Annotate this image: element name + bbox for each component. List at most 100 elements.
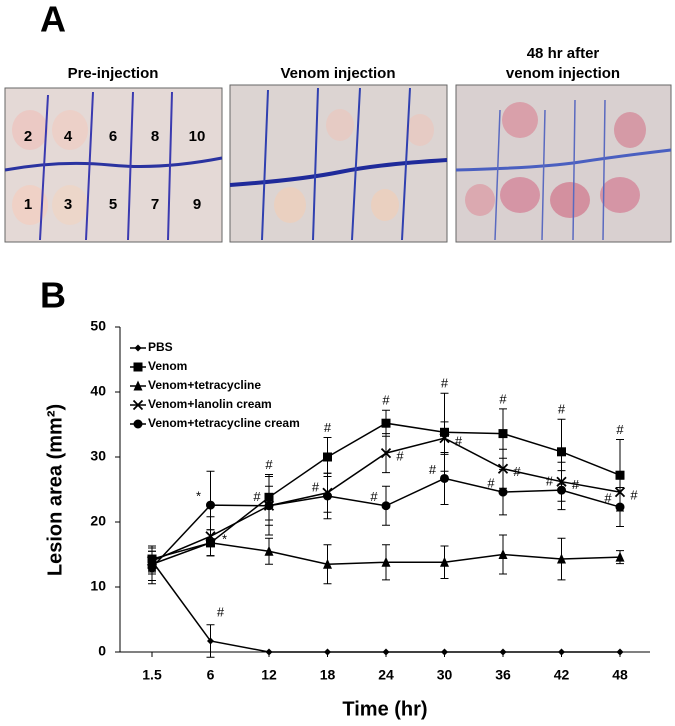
x-tick-label: 30 xyxy=(437,667,453,683)
photo xyxy=(229,84,448,243)
y-tick-label: 30 xyxy=(90,448,106,464)
data-point xyxy=(557,553,566,564)
panel-letter: A xyxy=(40,0,66,40)
site-number: 4 xyxy=(64,128,73,145)
data-point xyxy=(440,556,449,567)
significance-mark: # xyxy=(217,604,225,619)
legend-label: PBS xyxy=(148,340,173,354)
data-point xyxy=(206,500,215,510)
panel-letter: B xyxy=(40,275,66,316)
data-point xyxy=(440,473,449,483)
site-number: 6 xyxy=(109,128,117,145)
significance-mark: # xyxy=(455,434,463,449)
data-point xyxy=(381,501,391,511)
x-tick-label: 1.5 xyxy=(142,667,162,683)
data-point xyxy=(381,556,391,567)
site-number: 1 xyxy=(24,196,32,213)
data-point xyxy=(497,463,509,474)
data-point xyxy=(381,418,391,428)
data-point xyxy=(498,549,508,559)
x-tick-label: 24 xyxy=(378,667,394,683)
legend-label: Venom+lanolin cream xyxy=(148,397,272,411)
x-tick-label: 6 xyxy=(207,667,215,683)
site-number: 7 xyxy=(151,196,159,213)
legend-marker xyxy=(133,419,143,429)
y-tick-label: 0 xyxy=(98,643,106,659)
significance-mark: # xyxy=(604,490,612,505)
photo xyxy=(455,84,672,243)
data-point xyxy=(615,470,625,480)
data-point xyxy=(207,637,214,645)
legend-label: Venom+tetracycline xyxy=(148,378,261,392)
data-point xyxy=(147,563,157,572)
x-tick-label: 36 xyxy=(495,667,511,683)
data-point xyxy=(615,551,625,562)
data-point xyxy=(323,558,332,569)
site-number: 10 xyxy=(189,128,206,145)
photo-title: Pre-injection xyxy=(68,65,159,82)
x-tick-label: 18 xyxy=(320,667,336,683)
legend-marker xyxy=(132,399,144,411)
y-tick-label: 50 xyxy=(90,318,106,334)
x-tick-label: 12 xyxy=(261,667,277,683)
significance-mark: # xyxy=(265,457,273,472)
significance-mark: # xyxy=(499,391,507,406)
significance-mark: # xyxy=(312,479,320,494)
data-point xyxy=(558,648,565,656)
legend-label: Venom+tetracycline cream xyxy=(148,416,300,430)
data-point xyxy=(264,545,274,556)
photo-title: venom injection xyxy=(506,65,620,82)
significance-mark: # xyxy=(558,402,566,417)
significance-mark: # xyxy=(572,477,580,492)
significance-mark: * xyxy=(222,532,227,547)
data-point xyxy=(439,433,450,444)
legend-marker xyxy=(133,380,143,391)
y-tick-label: 40 xyxy=(90,383,106,399)
x-axis-label: Time (hr) xyxy=(342,698,427,720)
data-point xyxy=(380,447,392,459)
significance-mark: # xyxy=(370,489,378,504)
data-point xyxy=(615,502,625,512)
site-number: 8 xyxy=(151,128,159,145)
significance-mark: * xyxy=(196,489,201,504)
data-point xyxy=(557,447,566,457)
data-point xyxy=(441,648,448,656)
site-number: 9 xyxy=(193,196,201,213)
site-number: 5 xyxy=(109,196,117,213)
x-tick-label: 48 xyxy=(612,667,628,683)
significance-mark: # xyxy=(616,422,624,437)
data-point xyxy=(557,485,566,495)
legend-marker xyxy=(134,344,142,352)
data-point xyxy=(265,648,273,656)
x-tick-label: 42 xyxy=(554,667,570,683)
data-point xyxy=(382,648,390,656)
legend-label: Venom xyxy=(148,359,187,373)
significance-mark: # xyxy=(630,488,638,503)
data-point xyxy=(616,648,624,656)
significance-mark: # xyxy=(441,376,449,391)
data-point xyxy=(264,501,274,511)
y-axis-label: Lesion area (mm²) xyxy=(44,404,66,576)
data-point xyxy=(499,648,507,656)
significance-mark: # xyxy=(429,462,437,477)
significance-mark: # xyxy=(253,489,261,504)
legend-marker xyxy=(133,362,143,372)
data-point xyxy=(498,429,508,439)
significance-mark: # xyxy=(513,464,521,479)
data-point xyxy=(498,487,508,497)
site-number: 3 xyxy=(64,196,72,213)
photo-title: Venom injection xyxy=(280,65,395,82)
significance-mark: # xyxy=(546,474,554,489)
data-point xyxy=(323,491,332,501)
photo xyxy=(4,87,223,243)
significance-mark: # xyxy=(487,476,495,491)
y-tick-label: 10 xyxy=(90,578,106,594)
significance-mark: # xyxy=(396,449,404,464)
y-tick-label: 20 xyxy=(90,513,106,529)
site-number: 2 xyxy=(24,128,32,145)
photo-title: 48 hr after xyxy=(527,45,600,62)
significance-mark: # xyxy=(382,393,390,408)
data-point xyxy=(323,452,332,462)
data-point xyxy=(324,648,331,656)
